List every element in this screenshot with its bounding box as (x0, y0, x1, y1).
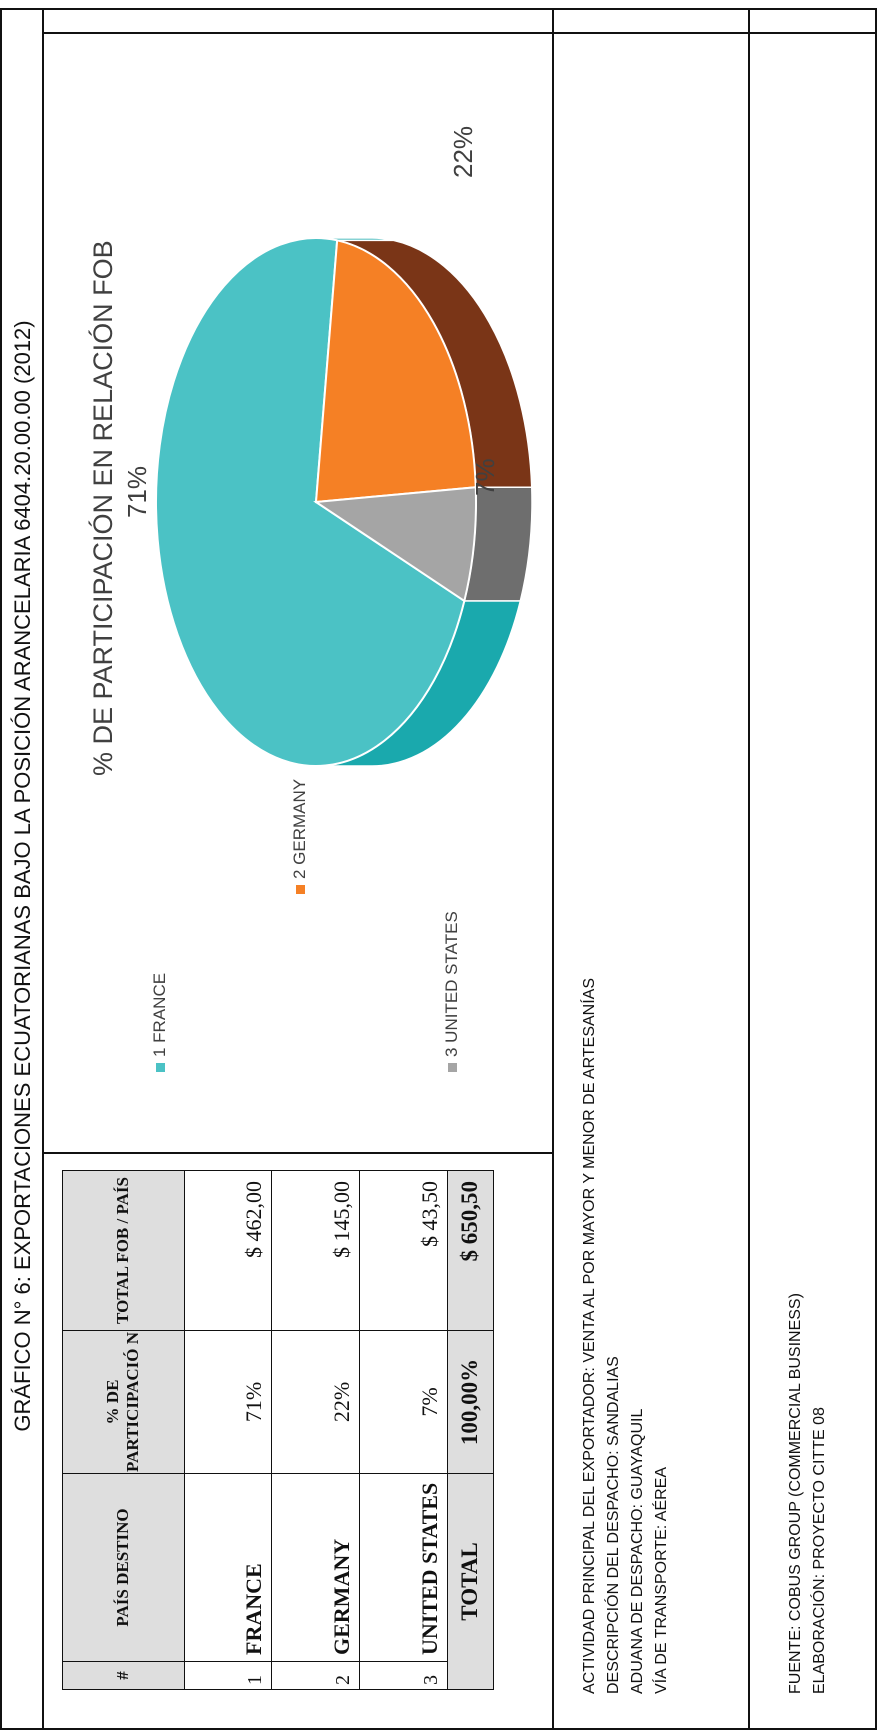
row-participation: 7% (359, 1330, 448, 1474)
legend-label: 1 FRANCE (150, 972, 169, 1057)
row-number: 1 (184, 1661, 272, 1690)
info-line: VÍA DE TRANSPORTE: AÉREA (653, 1466, 670, 1694)
row-number: 3 (359, 1661, 448, 1690)
data-label-united-states: 7% (470, 458, 500, 496)
row-participation: 22% (271, 1330, 360, 1474)
table-row: 1 FRANCE 71% $ 462,00 (184, 1170, 272, 1690)
legend-item-united-states: 3 UNITED STATES (442, 911, 462, 1072)
row-country: FRANCE (184, 1473, 272, 1662)
pie-slice--united-states (313, 486, 477, 603)
info-line: DESCRIPCIÓN DEL DESPACHO: SANDALIAS (605, 1356, 622, 1694)
source-footer: FUENTE: COBUS GROUP (COMMERCIAL BUSINESS… (784, 1293, 832, 1694)
table-total-row: TOTAL 100,00% $ 650,50 (447, 1170, 494, 1690)
legend-item-germany: 2 GERMANY (290, 779, 310, 894)
legend-swatch (296, 885, 306, 894)
legend-label: 3 UNITED STATES (442, 911, 461, 1057)
row-total-fob: $ 43,50 (359, 1170, 448, 1331)
total-fob: $ 650,50 (447, 1170, 494, 1331)
pie-chart (155, 237, 533, 767)
row-number: 2 (271, 1661, 360, 1690)
footer-line: ELABORACIÓN: PROYECTO CITTE 08 (811, 1407, 828, 1694)
row-total-fob: $ 462,00 (184, 1170, 272, 1331)
total-label: TOTAL (447, 1473, 494, 1690)
shipment-info: ACTIVIDAD PRINCIPAL DEL EXPORTADOR: VENT… (578, 978, 674, 1694)
row-total-fob: $ 145,00 (271, 1170, 360, 1331)
row-country: UNITED STATES (359, 1473, 448, 1662)
table-chart-divider (42, 1152, 554, 1154)
footer-line: FUENTE: COBUS GROUP (COMMERCIAL BUSINESS… (787, 1293, 804, 1694)
row-participation: 71% (184, 1330, 272, 1474)
table-header-row: # PAÍS DESTINO % DE PARTICIPACIÓ N TOTAL… (62, 1170, 185, 1690)
pie-slice--france (155, 237, 466, 767)
header-country: PAÍS DESTINO (62, 1473, 185, 1662)
legend-swatch (448, 1063, 458, 1072)
total-participation: 100,00% (447, 1330, 494, 1474)
info-divider (552, 8, 554, 1730)
table-row: 2 GERMANY 22% $ 145,00 (271, 1170, 360, 1690)
page-title: GRÁFICO N° 6: EXPORTACIONES ECUATORIANAS… (10, 320, 35, 1432)
header-participation: % DE PARTICIPACIÓ N (62, 1330, 185, 1474)
data-label-france: 71% (122, 465, 152, 518)
header-number: # (62, 1661, 185, 1690)
legend-item-france: 1 FRANCE (150, 973, 170, 1072)
info-line: ADUANA DE DESPACHO: GUAYAQUIL (629, 1408, 646, 1694)
data-label-germany: 22% (448, 125, 478, 178)
pie-slice--germany (314, 239, 477, 504)
footer-divider (748, 8, 750, 1730)
row-country: GERMANY (271, 1473, 360, 1662)
legend-swatch (156, 1063, 166, 1072)
legend-label: 2 GERMANY (290, 778, 309, 879)
info-line: ACTIVIDAD PRINCIPAL DEL EXPORTADOR: VENT… (581, 977, 598, 1694)
header-total-fob: TOTAL FOB / PAÍS (62, 1170, 185, 1331)
fob-table: # PAÍS DESTINO % DE PARTICIPACIÓ N TOTAL… (62, 1170, 494, 1690)
table-row: 3 UNITED STATES 7% $ 43,50 (359, 1170, 448, 1690)
